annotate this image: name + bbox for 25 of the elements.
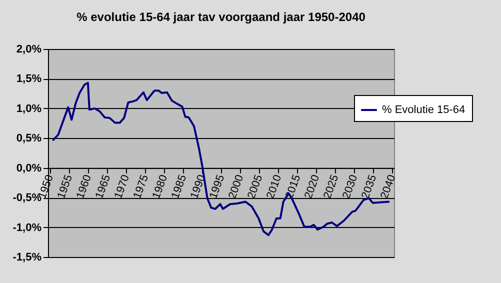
y-tick-label: 0,0% <box>16 162 42 174</box>
x-tick-label: 1980 <box>150 173 170 200</box>
x-tick-label: 2005 <box>246 173 266 200</box>
x-tick-label: 2020 <box>302 173 322 200</box>
y-tick-label: 1,5% <box>16 73 42 86</box>
y-tick-label: -1,5% <box>12 252 42 264</box>
x-tick-label: 2040 <box>378 173 398 200</box>
y-tick-label: 2,0% <box>16 44 42 56</box>
x-tick-label: 1995 <box>207 173 228 200</box>
x-tick-label: 1955 <box>55 173 76 200</box>
y-tick-label: 0,5% <box>16 132 42 145</box>
legend-label: % Evolutie 15-64 <box>382 104 466 116</box>
x-tick-label: 1965 <box>93 173 114 200</box>
x-tick-label: 2025 <box>322 173 342 200</box>
x-tick-label: 2035 <box>360 173 380 200</box>
y-tick-label: -1,0% <box>12 222 42 234</box>
x-tick-label: 2000 <box>226 173 246 200</box>
x-tick-label: 1960 <box>74 173 94 200</box>
y-tick-label: 1,0% <box>16 102 42 115</box>
x-tick-label: 1970 <box>112 173 132 200</box>
chart-title: % evolutie 15-64 jaar tav voorgaand jaar 1950-2040 <box>76 10 366 24</box>
x-tick-label: 1975 <box>131 173 152 200</box>
x-tick-label: 1985 <box>169 173 190 200</box>
x-tick-label: 2030 <box>340 173 360 200</box>
x-tick-label: 2010 <box>264 173 284 200</box>
